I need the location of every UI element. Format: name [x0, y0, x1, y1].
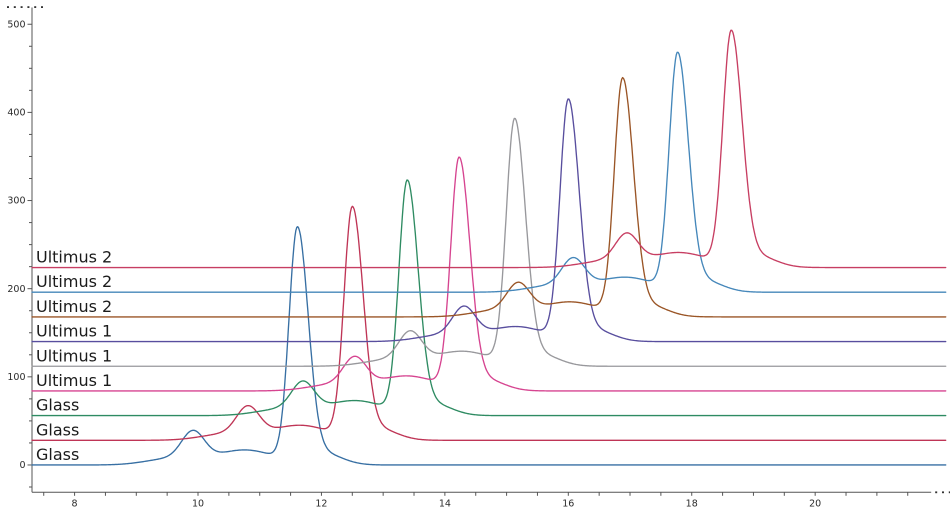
axis-truncation-dots-bottom-right — [941, 491, 944, 494]
series-label-ultimus-2-7: Ultimus 2 — [36, 297, 112, 316]
trace-glass-2 — [31, 205, 947, 441]
axis-truncation-dots-bottom-right — [935, 491, 938, 494]
trace-glass-1 — [31, 225, 947, 466]
series-label-ultimus-1-5: Ultimus 1 — [36, 346, 112, 365]
axis-truncation-dots-top-left — [7, 6, 9, 8]
y-tick-label: 0 — [19, 460, 25, 471]
y-tick-label: 200 — [7, 284, 25, 295]
x-tick-label: 18 — [686, 498, 698, 509]
y-tick-label: 100 — [7, 372, 25, 383]
trace-ultimus-1-6 — [31, 98, 947, 343]
series-label-ultimus-1-6: Ultimus 1 — [36, 322, 112, 341]
axis-truncation-dots-top-left — [41, 6, 43, 8]
trace-ultimus-1-4 — [31, 156, 947, 392]
series-label-glass-3: Glass — [36, 396, 79, 415]
axis-truncation-dots-top-left — [27, 6, 30, 8]
trace-glass-3 — [31, 179, 947, 417]
series-label-glass-2: Glass — [36, 420, 79, 439]
y-tick-label: 500 — [7, 19, 25, 30]
trace-ultimus-1-5 — [31, 117, 947, 367]
axis-truncation-dots-top-left — [13, 6, 16, 8]
x-tick-label: 10 — [192, 498, 204, 509]
x-tick-label: 12 — [315, 498, 327, 509]
series-label-glass-1: Glass — [36, 445, 79, 464]
x-tick-label: 8 — [72, 498, 78, 509]
y-tick-label: 300 — [7, 196, 25, 207]
series-label-ultimus-2-8: Ultimus 2 — [36, 272, 112, 291]
trace-ultimus-2-7 — [31, 76, 947, 318]
axis-truncation-dots-top-left — [34, 6, 37, 8]
x-tick-label: 16 — [562, 498, 574, 509]
trace-ultimus-2-9 — [31, 29, 947, 269]
axis-truncation-dots-top-left — [20, 6, 23, 8]
series-label-ultimus-1-4: Ultimus 1 — [36, 371, 112, 390]
y-tick-label: 400 — [7, 108, 25, 119]
x-tick-label: 14 — [439, 498, 451, 509]
axis-truncation-dots-bottom-right — [948, 491, 950, 494]
trace-ultimus-2-8 — [31, 51, 947, 293]
series-label-ultimus-2-9: Ultimus 2 — [36, 248, 112, 267]
x-tick-label: 20 — [809, 498, 821, 509]
